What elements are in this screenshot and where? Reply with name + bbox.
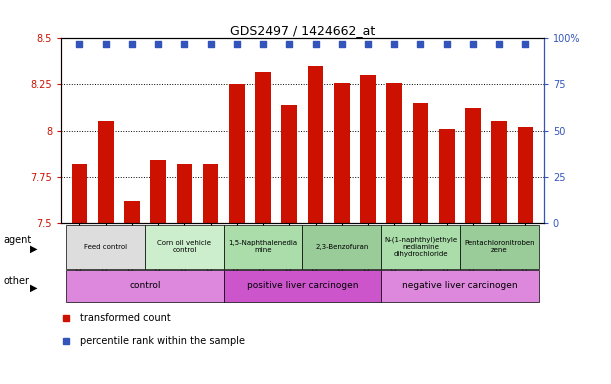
Text: agent: agent bbox=[3, 235, 31, 245]
Point bbox=[363, 41, 373, 47]
Text: Pentachloronitroben
zene: Pentachloronitroben zene bbox=[464, 240, 535, 253]
Point bbox=[285, 41, 295, 47]
Text: ▶: ▶ bbox=[30, 244, 37, 254]
Bar bbox=[203, 164, 219, 223]
Point bbox=[127, 41, 137, 47]
Bar bbox=[71, 164, 87, 223]
Point bbox=[75, 41, 84, 47]
Point bbox=[258, 41, 268, 47]
Point bbox=[415, 41, 425, 47]
Point bbox=[153, 41, 163, 47]
Point bbox=[101, 41, 111, 47]
Point bbox=[180, 41, 189, 47]
Bar bbox=[124, 200, 140, 223]
Text: control: control bbox=[130, 281, 161, 290]
Point bbox=[494, 41, 504, 47]
Text: 2,3-Benzofuran: 2,3-Benzofuran bbox=[315, 244, 368, 250]
Bar bbox=[460, 225, 538, 269]
Bar bbox=[381, 225, 460, 269]
Point bbox=[389, 41, 399, 47]
Text: Corn oil vehicle
control: Corn oil vehicle control bbox=[158, 240, 211, 253]
Bar bbox=[282, 105, 297, 223]
Bar bbox=[150, 160, 166, 223]
Text: N-(1-naphthyl)ethyle
nediamine
dihydrochloride: N-(1-naphthyl)ethyle nediamine dihydroch… bbox=[384, 237, 457, 257]
Bar bbox=[491, 121, 507, 223]
Bar bbox=[439, 129, 455, 223]
Bar bbox=[518, 127, 533, 223]
Point bbox=[232, 41, 242, 47]
Bar bbox=[224, 225, 302, 269]
Point bbox=[206, 41, 216, 47]
Text: ▶: ▶ bbox=[30, 283, 37, 293]
Bar bbox=[229, 84, 245, 223]
Text: positive liver carcinogen: positive liver carcinogen bbox=[247, 281, 358, 290]
Bar bbox=[412, 103, 428, 223]
Bar bbox=[360, 75, 376, 223]
Text: Feed control: Feed control bbox=[84, 244, 127, 250]
Point bbox=[337, 41, 346, 47]
Bar bbox=[381, 270, 538, 302]
Bar bbox=[98, 121, 114, 223]
Text: negative liver carcinogen: negative liver carcinogen bbox=[402, 281, 518, 290]
Point bbox=[521, 41, 530, 47]
Point bbox=[442, 41, 452, 47]
Bar bbox=[177, 164, 192, 223]
Bar bbox=[255, 71, 271, 223]
Bar bbox=[302, 225, 381, 269]
Point bbox=[310, 41, 320, 47]
Bar bbox=[334, 83, 349, 223]
Bar bbox=[67, 225, 145, 269]
Bar bbox=[224, 270, 381, 302]
Bar bbox=[386, 83, 402, 223]
Title: GDS2497 / 1424662_at: GDS2497 / 1424662_at bbox=[230, 24, 375, 37]
Bar bbox=[308, 66, 323, 223]
Text: transformed count: transformed count bbox=[81, 313, 171, 323]
Bar bbox=[67, 270, 224, 302]
Text: percentile rank within the sample: percentile rank within the sample bbox=[81, 336, 246, 346]
Bar bbox=[465, 108, 481, 223]
Point bbox=[468, 41, 478, 47]
Text: 1,5-Naphthalenedia
mine: 1,5-Naphthalenedia mine bbox=[229, 240, 298, 253]
Text: other: other bbox=[3, 276, 29, 286]
Bar bbox=[145, 225, 224, 269]
